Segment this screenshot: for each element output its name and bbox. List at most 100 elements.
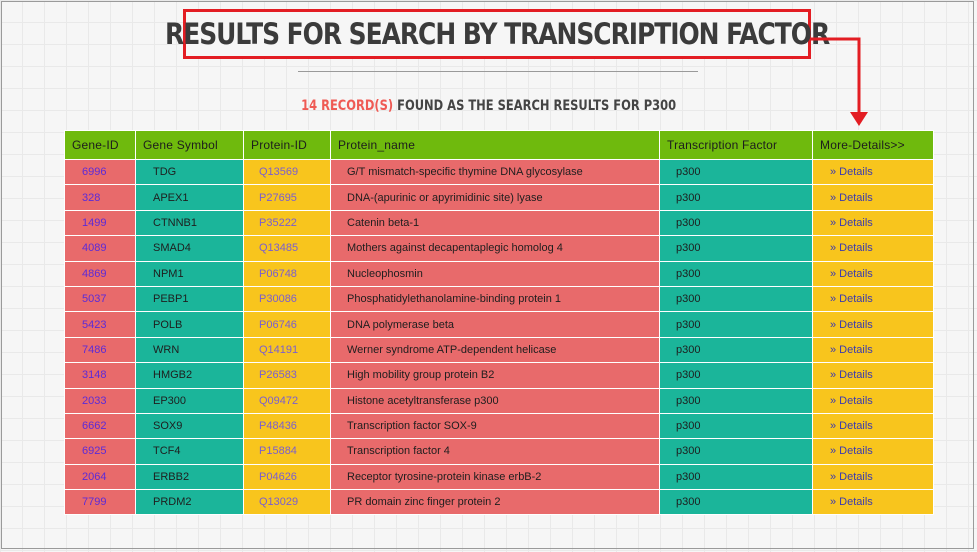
protein-id-link[interactable]: Q13029 [243, 489, 331, 516]
protein-name-cell: Nucleophosmin [330, 260, 660, 287]
gene-symbol-cell: SOX9 [135, 412, 244, 440]
table-header-row: Gene-ID Gene Symbol Protein-ID Protein_n… [64, 130, 934, 160]
protein-id-link[interactable]: P27695 [243, 184, 331, 211]
transcription-factor-cell: p300 [659, 184, 813, 211]
title-box: RESULTS FOR SEARCH BY TRANSCRIPTION FACT… [165, 9, 830, 59]
details-link[interactable]: » Details [812, 489, 934, 516]
header-gene-id[interactable]: Gene-ID [64, 130, 136, 160]
transcription-factor-cell: p300 [659, 489, 813, 516]
header-gene-symbol[interactable]: Gene Symbol [135, 130, 244, 160]
results-body: 6996 TDG Q13569 G/T mismatch-specific thymi… [64, 158, 934, 516]
gene-id-link[interactable]: 1499 [64, 209, 136, 237]
gene-symbol-cell: NPM1 [135, 260, 244, 287]
gene-id-link[interactable]: 6662 [64, 412, 136, 440]
transcription-factor-cell: p300 [659, 209, 813, 237]
gene-symbol-cell: TDG [135, 158, 244, 186]
table-row: 7486 WRN Q14191 Werner syndrome ATP-depende… [64, 336, 934, 364]
protein-id-link[interactable]: P48436 [243, 412, 331, 440]
details-link[interactable]: » Details [812, 387, 934, 414]
details-link[interactable]: » Details [812, 209, 934, 237]
gene-id-link[interactable]: 6925 [64, 438, 136, 465]
protein-id-link[interactable]: Q13569 [243, 158, 331, 186]
protein-name-cell: Catenin beta-1 [330, 209, 660, 237]
gene-id-link[interactable]: 4089 [64, 235, 136, 262]
protein-name-cell: Phosphatidylethanolamine-binding protein… [330, 285, 660, 313]
protein-id-link[interactable]: P30086 [243, 285, 331, 313]
gene-symbol-cell: WRN [135, 336, 244, 364]
protein-id-link[interactable]: P06746 [243, 311, 331, 338]
details-link[interactable]: » Details [812, 362, 934, 389]
protein-id-link[interactable]: P04626 [243, 463, 331, 491]
gene-id-link[interactable]: 4869 [64, 260, 136, 287]
gene-symbol-cell: APEX1 [135, 184, 244, 211]
page-title: RESULTS FOR SEARCH BY TRANSCRIPTION FACT… [164, 17, 830, 51]
transcription-factor-cell: p300 [659, 412, 813, 440]
details-link[interactable]: » Details [812, 285, 934, 313]
header-protein-name[interactable]: Protein_name [330, 130, 660, 160]
table-row: 6925 TCF4 P15884 Transcription factor 4 p300… [64, 438, 934, 465]
details-link[interactable]: » Details [812, 438, 934, 465]
details-link[interactable]: » Details [812, 311, 934, 338]
results-summary: 14 RECORD(S) FOUND AS THE SEARCH RESULTS… [0, 98, 977, 114]
table-row: 2033 EP300 Q09472 Histone acetyltransferase… [64, 387, 934, 414]
gene-symbol-cell: EP300 [135, 387, 244, 414]
protein-id-link[interactable]: P35222 [243, 209, 331, 237]
details-link[interactable]: » Details [812, 235, 934, 262]
gene-symbol-cell: SMAD4 [135, 235, 244, 262]
protein-name-cell: PR domain zinc finger protein 2 [330, 489, 660, 516]
results-table: Gene-ID Gene Symbol Protein-ID Protein_n… [64, 130, 934, 516]
table-row: 6662 SOX9 P48436 Transcription factor SOX-9… [64, 412, 934, 440]
details-link[interactable]: » Details [812, 412, 934, 440]
protein-id-link[interactable]: P06748 [243, 260, 331, 287]
protein-name-cell: High mobility group protein B2 [330, 362, 660, 389]
protein-name-cell: Werner syndrome ATP-dependent helicase [330, 336, 660, 364]
table-row: 5037 PEBP1 P30086 Phosphatidylethanolamine-… [64, 285, 934, 313]
details-link[interactable]: » Details [812, 184, 934, 211]
protein-id-link[interactable]: Q13485 [243, 235, 331, 262]
transcription-factor-cell: p300 [659, 362, 813, 389]
gene-id-link[interactable]: 2064 [64, 463, 136, 491]
gene-symbol-cell: CTNNB1 [135, 209, 244, 237]
transcription-factor-cell: p300 [659, 438, 813, 465]
protein-name-cell: Transcription factor SOX-9 [330, 412, 660, 440]
gene-id-link[interactable]: 6996 [64, 158, 136, 186]
gene-symbol-cell: ERBB2 [135, 463, 244, 491]
protein-id-link[interactable]: P26583 [243, 362, 331, 389]
protein-id-link[interactable]: Q09472 [243, 387, 331, 414]
table-row: 7799 PRDM2 Q13029 PR domain zinc finger pro… [64, 489, 934, 516]
transcription-factor-cell: p300 [659, 260, 813, 287]
transcription-factor-cell: p300 [659, 387, 813, 414]
table-row: 328 APEX1 P27695 DNA-(apurinic or apyrimidi… [64, 184, 934, 211]
gene-id-link[interactable]: 7486 [64, 336, 136, 364]
details-link[interactable]: » Details [812, 463, 934, 491]
protein-id-link[interactable]: P15884 [243, 438, 331, 465]
header-more-details[interactable]: More-Details>> [812, 130, 934, 160]
details-link[interactable]: » Details [812, 158, 934, 186]
protein-name-cell: Mothers against decapentaplegic homolog … [330, 235, 660, 262]
transcription-factor-cell: p300 [659, 235, 813, 262]
gene-symbol-cell: POLB [135, 311, 244, 338]
table-row: 4869 NPM1 P06748 Nucleophosmin p300» Details [64, 260, 934, 287]
gene-id-link[interactable]: 7799 [64, 489, 136, 516]
gene-id-link[interactable]: 328 [64, 184, 136, 211]
gene-id-link[interactable]: 3148 [64, 362, 136, 389]
table-row: 4089 SMAD4 Q13485 Mothers against decapenta… [64, 235, 934, 262]
protein-id-link[interactable]: Q14191 [243, 336, 331, 364]
details-link[interactable]: » Details [812, 260, 934, 287]
table-row: 3148 HMGB2 P26583 High mobility group prote… [64, 362, 934, 389]
gene-id-link[interactable]: 5037 [64, 285, 136, 313]
transcription-factor-cell: p300 [659, 311, 813, 338]
table-row: 6996 TDG Q13569 G/T mismatch-specific thymi… [64, 158, 934, 186]
protein-name-cell: DNA-(apurinic or apyrimidinic site) lyas… [330, 184, 660, 211]
title-divider [298, 71, 698, 72]
gene-id-link[interactable]: 2033 [64, 387, 136, 414]
header-protein-id[interactable]: Protein-ID [243, 130, 331, 160]
table-row: 2064 ERBB2 P04626 Receptor tyrosine-protein… [64, 463, 934, 491]
gene-id-link[interactable]: 5423 [64, 311, 136, 338]
table-row: 5423 POLB P06746 DNA polymerase beta p300» D… [64, 311, 934, 338]
gene-symbol-cell: PRDM2 [135, 489, 244, 516]
protein-name-cell: Histone acetyltransferase p300 [330, 387, 660, 414]
header-transcription-factor[interactable]: Transcription Factor [659, 130, 813, 160]
details-link[interactable]: » Details [812, 336, 934, 364]
